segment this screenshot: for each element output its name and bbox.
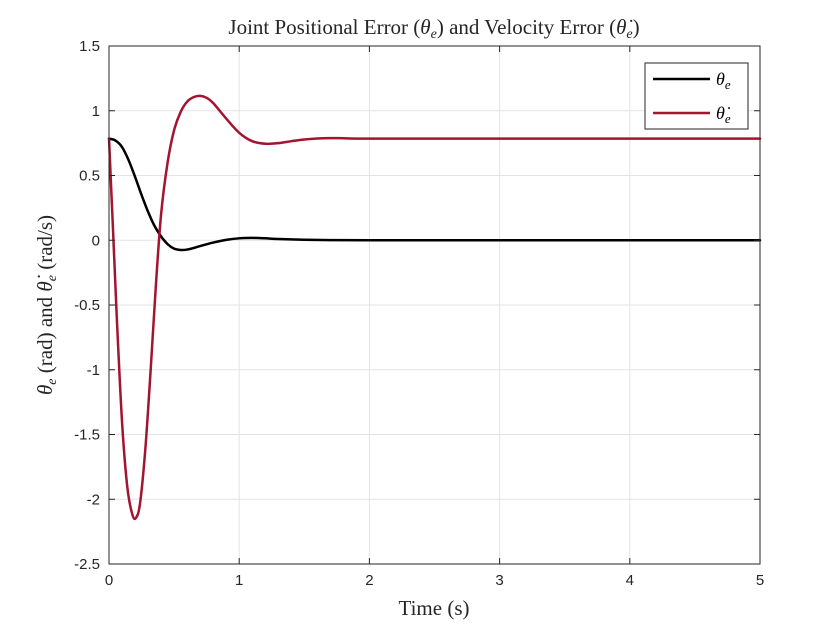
y-tick-label: 0: [92, 232, 100, 249]
title-pre: Joint Positional Error (: [228, 15, 420, 39]
y-tick-label: 1.5: [79, 38, 100, 55]
y-tick-label: -1: [87, 362, 100, 379]
x-tick-labels: 0 1 2 3 4 5: [105, 572, 764, 589]
x-tick-label: 5: [756, 572, 764, 589]
y-tick-label: -2: [87, 491, 100, 508]
x-axis-label: Time (s): [399, 596, 470, 620]
ylabel-subscript-1: e: [45, 378, 60, 384]
legend-symbol-theta-e: θ: [716, 69, 725, 89]
legend-label-theta-e: θe: [716, 69, 731, 92]
y-axis-label: θe (rad) and θ̇e (rad/s): [33, 215, 60, 395]
series-theta-e-line: [107, 137, 762, 252]
x-tick-label: 2: [365, 572, 373, 589]
title-mid: ) and Velocity Error (: [437, 15, 616, 39]
ylabel-subscript-2: e: [45, 275, 60, 281]
legend-sub-theta-dot-e: e: [725, 111, 731, 126]
title-subscript-1: e: [431, 27, 437, 42]
series-theta-dot-e-line: [107, 94, 762, 521]
ylabel-post: (rad/s): [33, 215, 57, 275]
title-post: ): [633, 15, 640, 39]
y-tick-label: -1.5: [74, 427, 100, 444]
x-tick-label: 0: [105, 572, 113, 589]
chart-title: Joint Positional Error (θe) and Velocity…: [228, 15, 639, 42]
ticks: [108, 45, 761, 565]
ylabel-mid: (rad) and: [33, 292, 57, 379]
legend: θe θ̇e: [644, 62, 749, 130]
x-tick-label: 3: [495, 572, 503, 589]
title-subscript-2: e: [626, 27, 632, 42]
y-tick-label: -0.5: [74, 297, 100, 314]
y-tick-labels: -2.5 -2 -1.5 -1 -0.5 0 0.5 1 1.5: [74, 38, 100, 573]
y-tick-label: 0.5: [79, 168, 100, 185]
series-layer: [107, 94, 762, 521]
ylabel-symbol-1: θ: [33, 385, 57, 395]
title-symbol-1: θ: [420, 15, 430, 39]
x-tick-label: 4: [626, 572, 634, 589]
y-tick-label: 1: [92, 103, 100, 120]
y-tick-label: -2.5: [74, 556, 100, 573]
x-tick-label: 1: [235, 572, 243, 589]
legend-sub-theta-e: e: [725, 77, 731, 92]
legend-box: [644, 62, 749, 130]
